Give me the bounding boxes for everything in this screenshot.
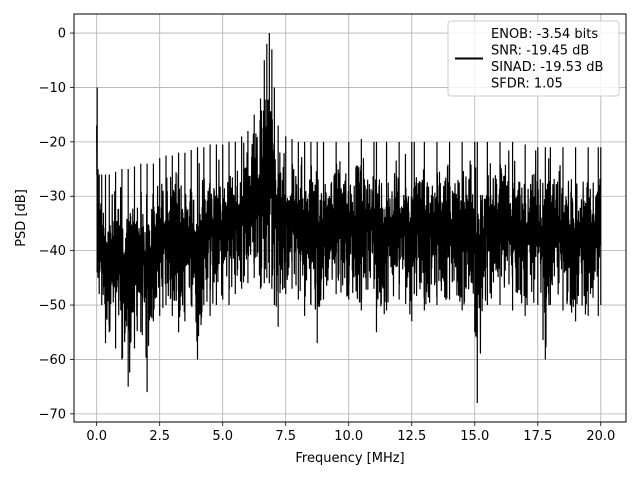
legend: ENOB: -3.54 bits SNR: -19.45 dB SINAD: -… — [447, 20, 620, 97]
plot-area-frame — [73, 13, 627, 423]
x-tick-label: 12.5 — [397, 429, 426, 444]
x-axis-label: Frequency [MHz] — [295, 451, 404, 466]
x-tick-label: 5.0 — [212, 429, 233, 444]
x-tick-label: 20.0 — [586, 429, 615, 444]
y-tick-label: −20 — [39, 135, 66, 150]
axis-ticks: 0.0 2.5 5.0 7.5 10.0 12.5 15.0 17.5 20.0 0 −10 −20 −… — [39, 27, 616, 444]
legend-sfdr: SFDR: 1.05 — [491, 77, 563, 92]
x-tick-label: 17.5 — [523, 429, 552, 444]
y-tick-label: −30 — [39, 190, 66, 205]
y-axis-label: PSD [dB] — [14, 189, 29, 247]
legend-snr: SNR: -19.45 dB — [491, 44, 589, 59]
legend-sinad: SINAD: -19.53 dB — [491, 60, 603, 75]
y-tick-label: −60 — [39, 353, 66, 368]
x-tick-label: 7.5 — [275, 429, 296, 444]
y-tick-label: −40 — [39, 244, 66, 259]
legend-box — [447, 20, 620, 97]
y-tick-label: 0 — [58, 27, 66, 42]
legend-enob: ENOB: -3.54 bits — [491, 27, 598, 42]
y-tick-label: −70 — [39, 407, 66, 422]
psd-series-line — [96, 33, 602, 403]
x-tick-label: 15.0 — [460, 429, 489, 444]
psd-trace — [96, 33, 602, 403]
x-tick-label: 10.0 — [334, 429, 363, 444]
x-tick-label: 0.0 — [86, 429, 107, 444]
x-tick-label: 2.5 — [149, 429, 170, 444]
y-tick-label: −50 — [39, 299, 66, 314]
y-tick-label: −10 — [39, 81, 66, 96]
